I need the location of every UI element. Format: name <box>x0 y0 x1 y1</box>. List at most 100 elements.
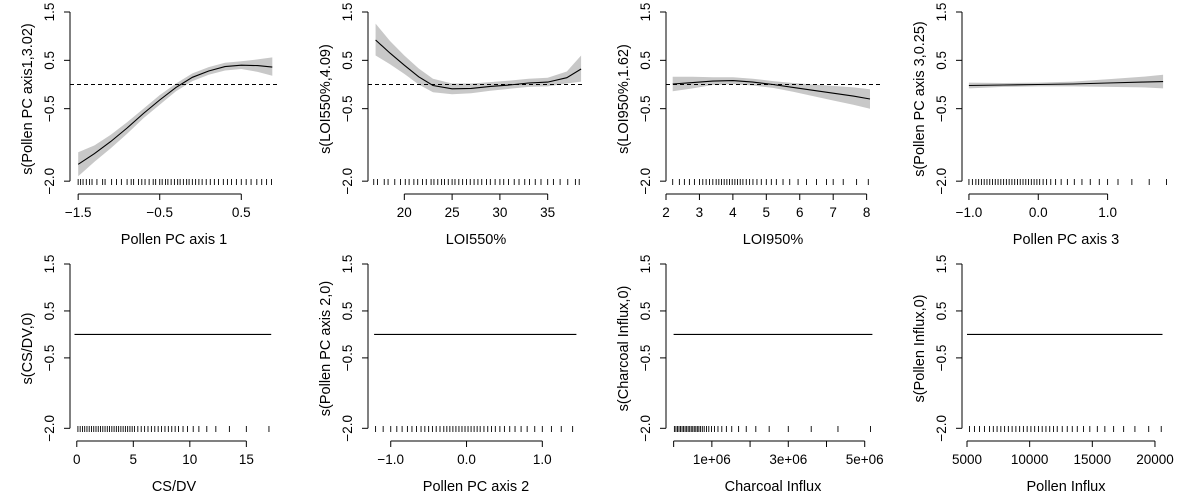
y-tick-label: 0.5 <box>42 51 57 70</box>
y-tick-label: −2.0 <box>42 415 57 442</box>
y-tick-label: 0.5 <box>340 302 355 321</box>
rug <box>77 426 270 432</box>
y-tick-label: 0.5 <box>340 51 355 70</box>
y-tick-label: −0.5 <box>638 95 653 122</box>
x-tick-label: −1.0 <box>956 205 983 220</box>
x-tick-label: 25 <box>445 205 460 220</box>
y-axis-title: s(Charcoal Influx,0) <box>616 286 632 412</box>
x-tick-label: −0.5 <box>146 205 173 220</box>
smooth-curve <box>672 80 871 100</box>
x-tick-label: 20 <box>397 205 412 220</box>
y-tick-label: −0.5 <box>638 345 653 372</box>
y-tick-label: 1.5 <box>934 3 949 22</box>
y-tick-label: −2.0 <box>638 415 653 442</box>
y-tick-label: −2.0 <box>934 168 949 195</box>
y-axis-title: s(Pollen PC axis 2,0) <box>318 281 334 416</box>
x-axis-title: Pollen PC axis 3 <box>1013 232 1119 248</box>
y-tick-label: −2.0 <box>340 168 355 195</box>
smooth-curve <box>375 39 582 90</box>
x-axis-title: LOI550% <box>446 232 507 248</box>
panel-7: −2.0 −0.5 0.5 1.5 1e+06 3e+06 5e+06 Charcoal In… <box>616 255 884 495</box>
panel-2: −2.0 −0.5 0.5 1.5 20 25 30 35 LOI550% s(LOI550%,4… <box>318 3 584 248</box>
x-tick-label: 3 <box>696 205 704 220</box>
smooth-curve <box>968 81 1164 87</box>
y-tick-label: −2.0 <box>340 415 355 442</box>
rug <box>77 179 272 185</box>
panel-1: −2.0 −0.5 0.5 1.5 −1.5 −0.5 0.5 Pollen PC axis … <box>20 3 278 248</box>
x-axis-title: Pollen PC axis 1 <box>121 232 227 248</box>
y-tick-label: −0.5 <box>934 345 949 372</box>
x-tick-label: 15 <box>239 452 254 467</box>
x-axis-title: Pollen PC axis 2 <box>423 479 529 495</box>
x-tick-label: 1e+06 <box>693 452 731 467</box>
x-tick-label: 7 <box>829 205 837 220</box>
x-tick-label: −1.5 <box>65 205 92 220</box>
x-tick-label: 6 <box>796 205 804 220</box>
y-tick-label: 1.5 <box>340 255 355 274</box>
panel-8: −2.0 −0.5 0.5 1.5 5000 10000 15000 20000 Pollen … <box>912 255 1174 495</box>
x-tick-label: 5 <box>763 205 771 220</box>
y-tick-label: −0.5 <box>934 95 949 122</box>
x-tick-label: 5000 <box>952 452 982 467</box>
y-tick-label: −2.0 <box>638 168 653 195</box>
x-tick-label: 2 <box>662 205 670 220</box>
x-axis-title: Pollen Influx <box>1027 479 1107 495</box>
y-tick-label: 0.5 <box>934 302 949 321</box>
x-axis-title: CS/DV <box>152 479 197 495</box>
x-tick-label: 20000 <box>1136 452 1174 467</box>
x-tick-label: 10 <box>182 452 197 467</box>
rug <box>968 179 1167 185</box>
y-tick-label: −0.5 <box>42 345 57 372</box>
x-axis-title: Charcoal Influx <box>725 479 822 495</box>
x-tick-label: 4 <box>729 205 737 220</box>
x-tick-label: 35 <box>540 205 555 220</box>
y-tick-label: −0.5 <box>42 95 57 122</box>
smooth-curve <box>77 64 273 165</box>
x-tick-label: 1.0 <box>1098 205 1117 220</box>
y-axis-title: s(LOI950%,1.62) <box>616 44 632 154</box>
rug <box>969 426 1162 432</box>
rug <box>373 179 580 185</box>
y-axis-title: s(Pollen Influx,0) <box>912 295 928 403</box>
confidence-band <box>968 74 1164 89</box>
x-tick-label: 10000 <box>1011 452 1049 467</box>
x-tick-label: 8 <box>863 205 871 220</box>
confidence-band <box>78 57 273 177</box>
y-tick-label: −2.0 <box>42 168 57 195</box>
rug <box>673 426 871 432</box>
rug <box>375 426 574 432</box>
y-axis-title: s(LOI550%,4.09) <box>318 44 334 154</box>
panel-3: −2.0 −0.5 0.5 1.5 2 3 4 5 6 7 8 LOI950% s(LOI950%,1.… <box>616 3 880 248</box>
y-tick-label: 0.5 <box>638 51 653 70</box>
x-tick-label: −1.0 <box>377 452 404 467</box>
panel-4: −2.0 −0.5 0.5 1.5 −1.0 0.0 1.0 Pollen PC axis 3… <box>912 3 1167 248</box>
panel-5: −2.0 −0.5 0.5 1.5 0 5 10 15 CS/DV s(CS/DV,0) <box>20 255 272 495</box>
x-tick-label: 5e+06 <box>846 452 884 467</box>
x-axis-title: LOI950% <box>743 232 804 248</box>
x-tick-label: 5 <box>130 452 138 467</box>
x-tick-label: 15000 <box>1074 452 1112 467</box>
x-tick-label: 3e+06 <box>769 452 807 467</box>
panel-6: −2.0 −0.5 0.5 1.5 −1.0 0.0 1.0 Pollen PC axis 2… <box>318 255 577 495</box>
y-tick-label: 1.5 <box>42 255 57 274</box>
x-tick-label: 0 <box>73 452 81 467</box>
x-tick-label: 0.0 <box>457 452 476 467</box>
x-tick-label: 30 <box>492 205 507 220</box>
x-tick-label: 1.0 <box>533 452 552 467</box>
y-axis-title: s(CS/DV,0) <box>20 313 36 385</box>
y-tick-label: 1.5 <box>340 3 355 22</box>
x-tick-label: 0.5 <box>232 205 251 220</box>
y-tick-label: 1.5 <box>638 255 653 274</box>
y-tick-label: 1.5 <box>638 3 653 22</box>
x-tick-label: 0.0 <box>1029 205 1048 220</box>
rug <box>672 179 869 185</box>
confidence-band <box>375 23 582 95</box>
y-tick-label: 1.5 <box>934 255 949 274</box>
y-tick-label: 0.5 <box>638 302 653 321</box>
y-tick-label: −0.5 <box>340 95 355 122</box>
y-tick-label: 0.5 <box>42 302 57 321</box>
y-tick-label: 0.5 <box>934 51 949 70</box>
y-tick-label: −2.0 <box>934 415 949 442</box>
y-tick-label: 1.5 <box>42 3 57 22</box>
